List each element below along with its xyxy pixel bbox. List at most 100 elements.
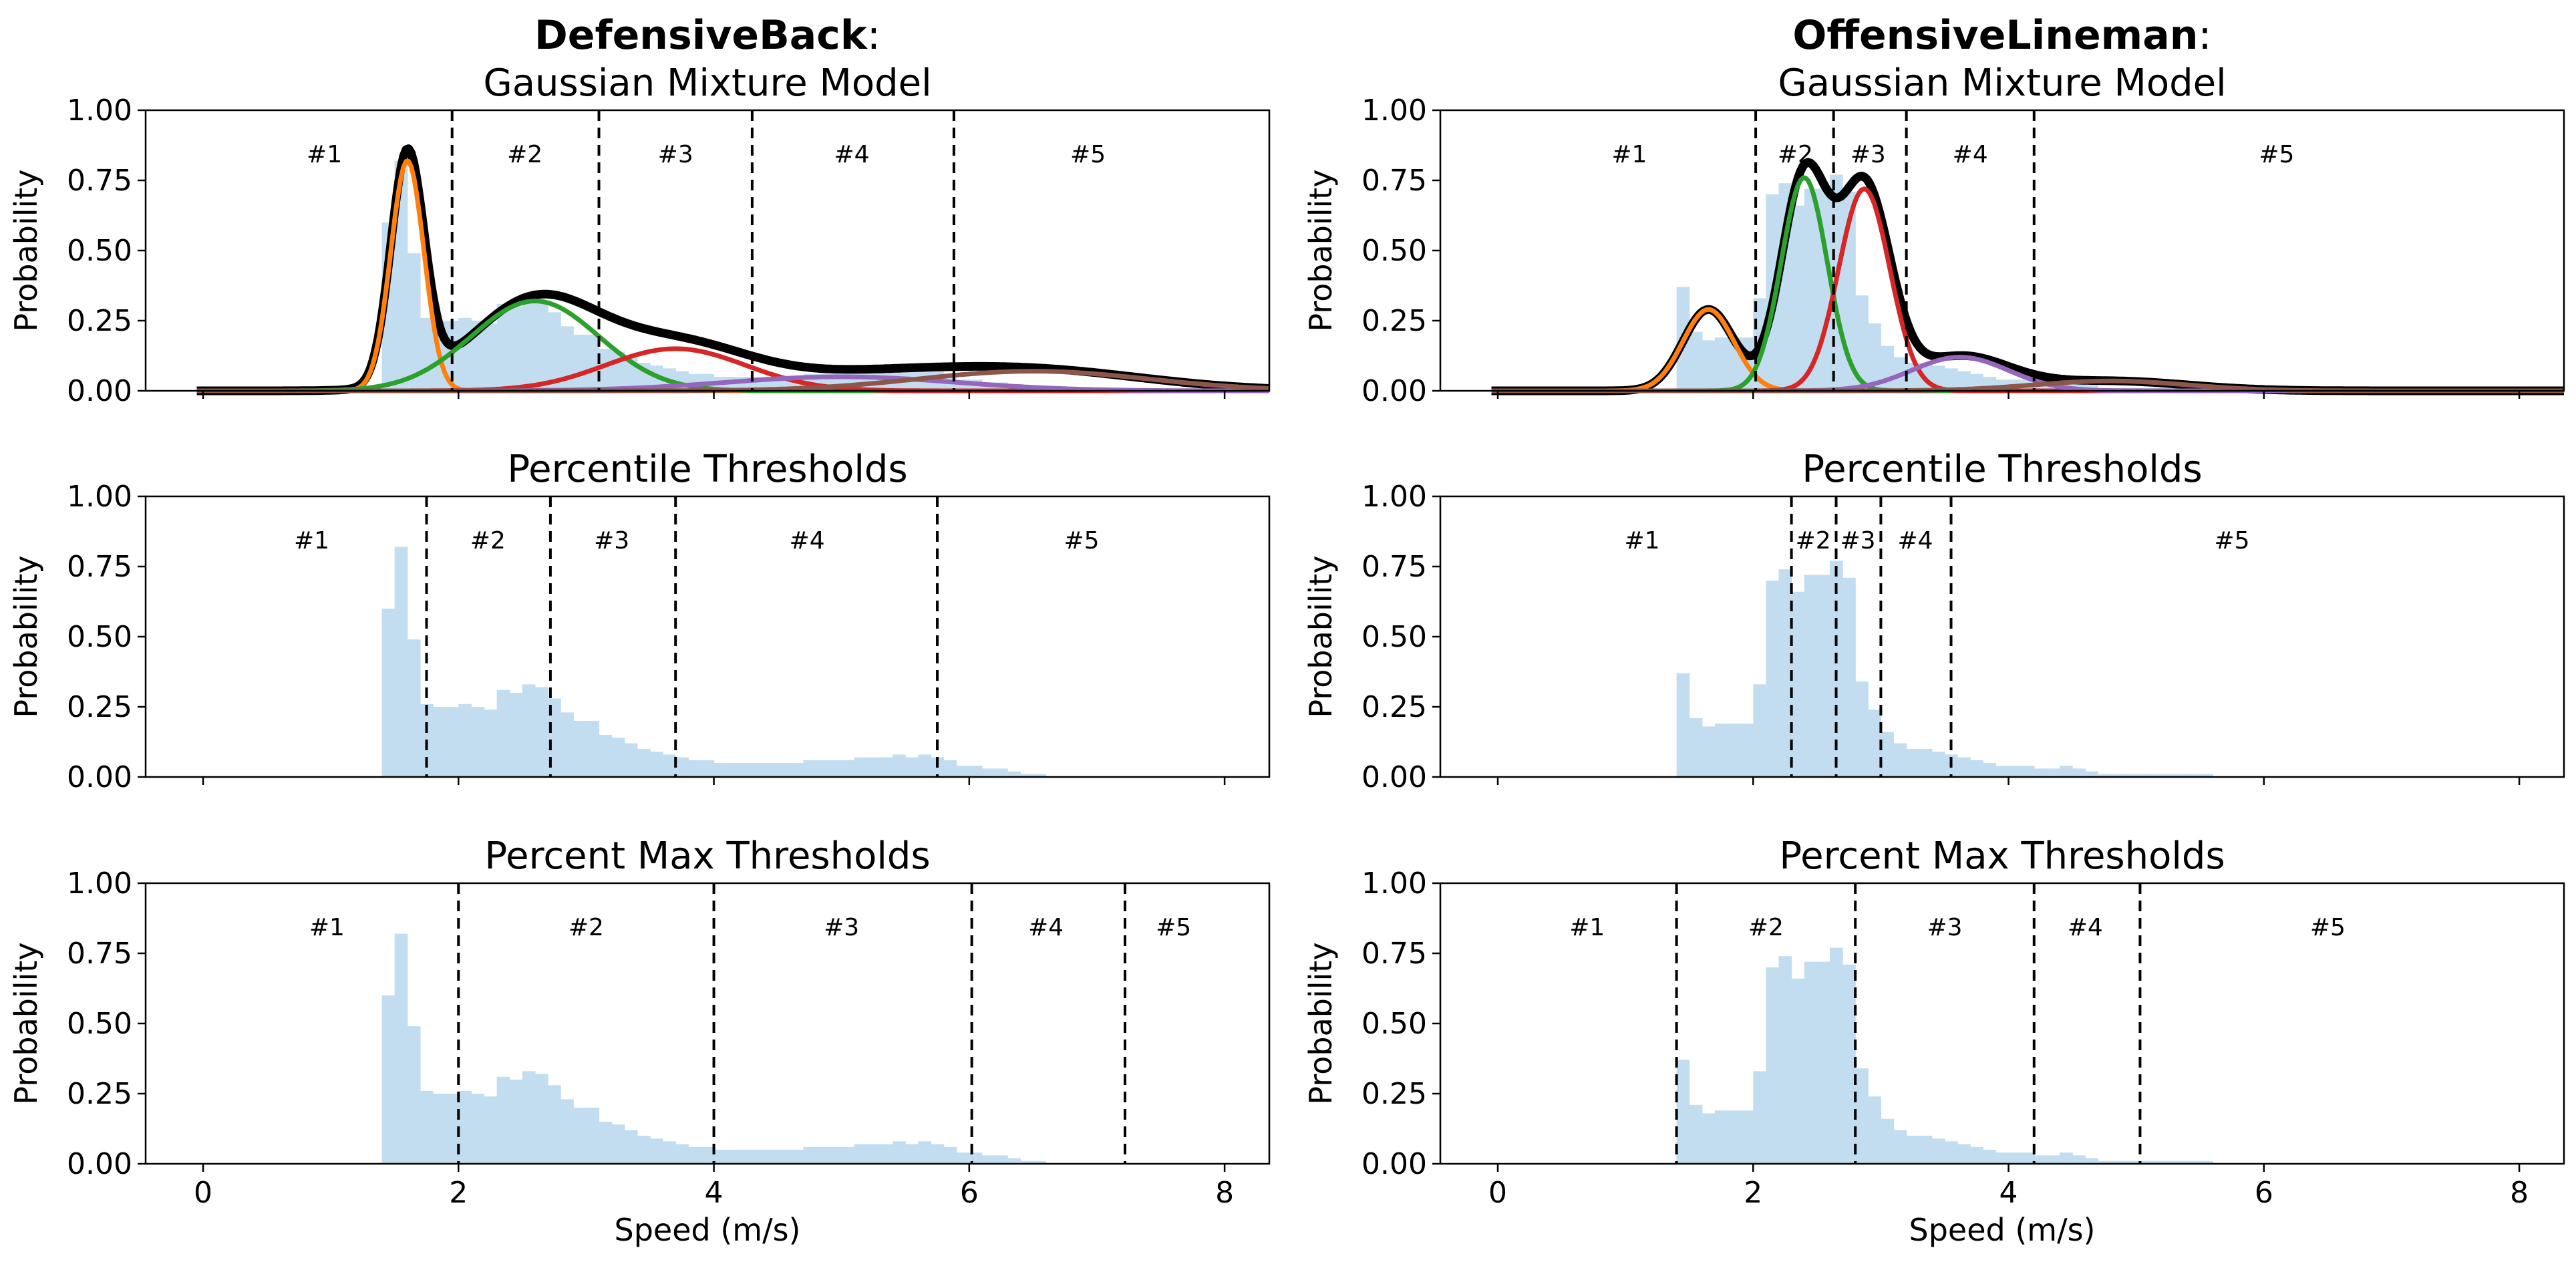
- x-tick-label: 0: [194, 1176, 212, 1210]
- histogram-bar: [1970, 760, 1983, 777]
- histogram-bar: [471, 707, 485, 777]
- histogram-bar: [1676, 673, 1690, 777]
- x-tick-label: 2: [449, 1176, 468, 1210]
- histogram-bar: [509, 693, 523, 777]
- histogram-bar: [381, 995, 395, 1164]
- histogram-bar: [394, 546, 408, 777]
- region-label: #2: [1748, 914, 1784, 941]
- histogram-bar: [663, 1141, 676, 1164]
- histogram-bar: [2034, 768, 2048, 777]
- histogram-bar: [981, 1155, 995, 1164]
- region-label: #3: [1840, 527, 1875, 555]
- histogram-bar: [599, 735, 613, 777]
- y-tick-label: 0.75: [67, 937, 132, 971]
- histogram-bar: [1778, 569, 1792, 777]
- histogram-bar: [2136, 774, 2150, 777]
- histogram: [381, 933, 1047, 1164]
- histogram-bar: [778, 763, 791, 777]
- histogram-bar: [522, 684, 536, 777]
- histogram-bar: [1689, 1104, 1703, 1164]
- histogram-bar: [1829, 561, 1843, 777]
- x-axis-label: Speed (m/s): [615, 1212, 801, 1248]
- histogram-bar: [1893, 1130, 1907, 1164]
- histogram-bar: [407, 1026, 421, 1164]
- histogram-bar: [484, 1096, 498, 1164]
- histogram-bar: [803, 760, 817, 777]
- histogram-bar: [381, 609, 395, 777]
- histogram-bar: [1778, 956, 1792, 1164]
- region-label: #2: [569, 914, 604, 941]
- histogram-bar: [918, 1141, 932, 1164]
- histogram-bar: [943, 1146, 957, 1164]
- histogram-bar: [752, 763, 766, 777]
- histogram-bar: [611, 1124, 625, 1164]
- histogram-bar: [905, 1144, 919, 1164]
- histogram-bar: [905, 757, 919, 777]
- histogram-bar: [880, 757, 893, 777]
- y-tick-label: 1.00: [1361, 866, 1427, 901]
- histogram-bar: [496, 303, 510, 391]
- histogram-bar: [726, 1150, 740, 1164]
- y-tick-label: 0.50: [67, 1007, 132, 1041]
- x-tick-label: 6: [2255, 1176, 2273, 1210]
- histogram-bar: [509, 307, 523, 391]
- histogram-bar: [2060, 1152, 2073, 1164]
- y-tick-label: 1.00: [67, 94, 132, 128]
- y-tick-label: 0.00: [67, 374, 132, 408]
- histogram-bar: [2072, 1155, 2086, 1164]
- histogram-bar: [854, 1144, 868, 1164]
- histogram-bar: [1702, 1113, 1716, 1164]
- region-label: #5: [1156, 914, 1191, 941]
- panel-supertitle: DefensiveBack:: [534, 12, 880, 59]
- histogram-bar: [1970, 1146, 1983, 1164]
- gmm-component-line-2: [1491, 175, 2564, 393]
- y-tick-label: 0.50: [67, 234, 132, 268]
- histogram-bar: [573, 335, 587, 391]
- histogram-bar: [420, 1090, 434, 1164]
- region-label: #1: [1569, 914, 1605, 941]
- y-tick-label: 0.25: [67, 1077, 132, 1111]
- x-tick-label: 0: [1488, 1176, 1507, 1210]
- histogram-bar: [943, 760, 957, 777]
- histogram-bar: [1957, 371, 1971, 391]
- histogram-bar: [1033, 774, 1047, 777]
- histogram-bar: [2021, 766, 2035, 777]
- histogram-bar: [1995, 766, 2009, 777]
- y-tick-label: 0.75: [67, 164, 132, 198]
- histogram-bar: [1983, 763, 1997, 777]
- histogram-bar: [1020, 774, 1033, 777]
- histogram-bar: [458, 317, 472, 391]
- gmm-component-line-3: [1491, 186, 2564, 393]
- region-label: #4: [1028, 914, 1064, 941]
- histogram-bar: [446, 707, 459, 777]
- region-label: #4: [790, 527, 825, 555]
- histogram-bar: [1919, 749, 1933, 777]
- histogram-bar: [841, 1146, 855, 1164]
- histogram-bar: [2175, 774, 2188, 777]
- histogram-bar: [1906, 1136, 1920, 1164]
- region-label: #4: [2068, 914, 2103, 941]
- histogram-bar: [1931, 1138, 1945, 1164]
- panel-title: Gaussian Mixture Model: [483, 61, 931, 105]
- panel-title: Percentile Thresholds: [507, 448, 907, 491]
- histogram-bar: [828, 1146, 842, 1164]
- histogram-bar: [701, 1146, 715, 1164]
- panel-ol-max: #1 #2 #3 #4 #5 0.00 0.25 0.50 0.75 1.00 0 2 4 6 8 Proba…: [1303, 834, 2565, 1248]
- histogram-bar: [1033, 1160, 1047, 1164]
- histogram-bar: [765, 1150, 778, 1164]
- histogram-bar: [1728, 724, 1741, 777]
- gmm-component-line-1: [196, 159, 1269, 393]
- histogram-bar: [778, 1150, 791, 1164]
- y-tick-label: 0.00: [1361, 1147, 1427, 1181]
- panel-title: Percent Max Thresholds: [1779, 834, 2225, 878]
- histogram-bar: [893, 1141, 906, 1164]
- region-label: #5: [1064, 527, 1099, 555]
- plot-frame: [1439, 495, 2565, 778]
- region-label: #1: [1611, 141, 1647, 168]
- histogram-bar: [1931, 752, 1945, 777]
- histogram-bar: [624, 743, 638, 777]
- histogram-bar: [841, 760, 855, 777]
- histogram-bar: [496, 689, 510, 777]
- histogram-bar: [1919, 1136, 1933, 1164]
